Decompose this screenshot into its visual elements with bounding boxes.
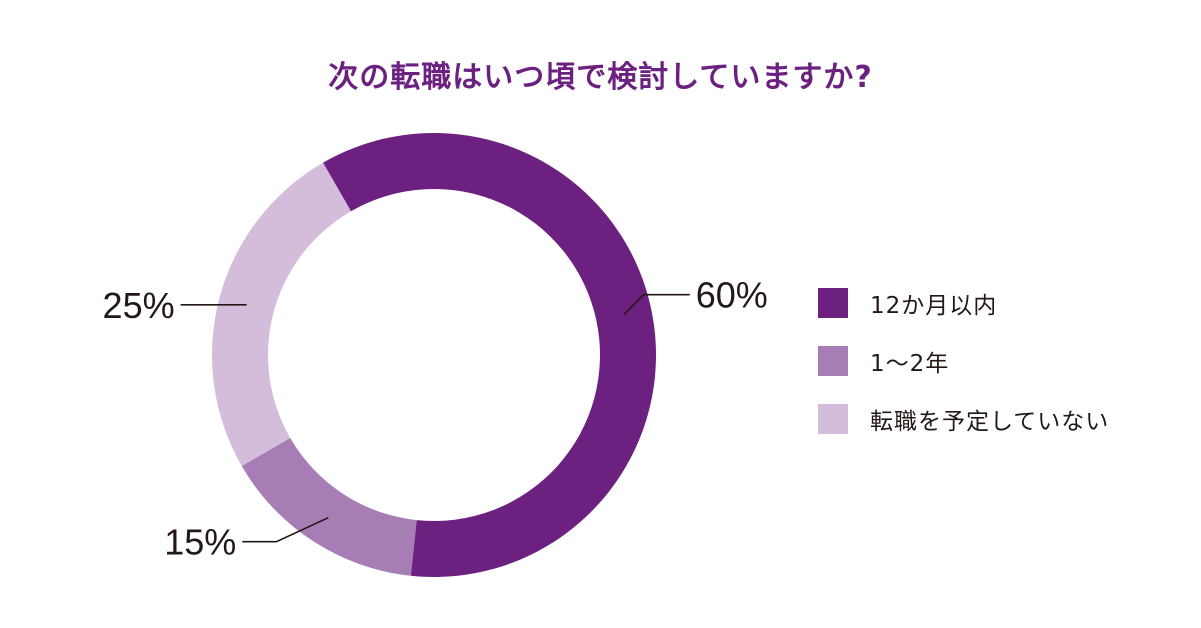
slice-label-1: 15% [164,522,236,563]
leader-line-1 [242,516,329,543]
slice-2 [212,162,351,466]
legend-swatch-0 [818,288,848,318]
legend-item-0: 12か月以内 [818,284,1109,322]
legend-item-1: 1〜2年 [818,342,1109,380]
legend-item-2: 転職を予定していない [818,400,1109,438]
legend: 12か月以内 1〜2年 転職を予定していない [818,284,1109,458]
legend-swatch-2 [818,404,848,434]
slice-1 [241,438,417,576]
legend-label-2: 転職を予定していない [870,409,1110,435]
chart-title: 次の転職はいつ頃で検討していますか? [328,60,873,95]
slice-0 [323,132,656,578]
legend-swatch-1 [818,346,848,376]
leader-line-0 [623,293,690,316]
slice-label-2: 25% [103,285,175,326]
legend-label-0: 12か月以内 [870,293,998,319]
legend-label-1: 1〜2年 [870,351,950,377]
slice-label-0: 60% [696,275,768,316]
